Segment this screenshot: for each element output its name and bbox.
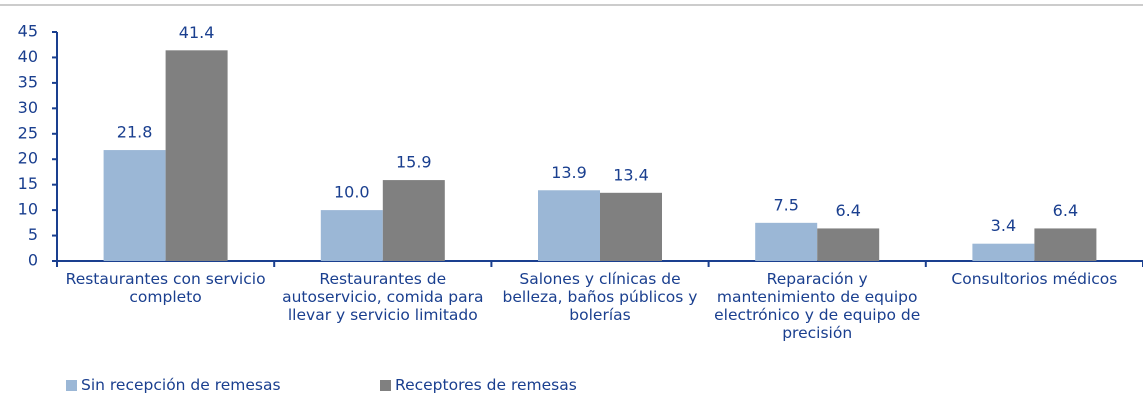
- y-tick-label: 30: [18, 98, 38, 117]
- legend-item: Receptores de remesas: [380, 376, 577, 394]
- legend-swatch: [380, 379, 391, 391]
- bar: [103, 150, 166, 261]
- y-tick-label: 35: [18, 72, 38, 91]
- bar: [817, 228, 880, 261]
- bar: [600, 192, 662, 261]
- legend-swatch: [66, 379, 77, 391]
- bar: [1034, 228, 1097, 261]
- x-tick-label: Reparación y mantenimiento de equipo ele…: [714, 270, 921, 342]
- value-label: 13.4: [613, 165, 649, 184]
- value-label: 13.9: [551, 163, 587, 182]
- legend-label: Sin recepción de remesas: [81, 376, 281, 394]
- value-label: 6.4: [835, 201, 860, 220]
- bar: [320, 210, 383, 261]
- value-label: 21.8: [117, 123, 153, 142]
- legend-item: Sin recepción de remesas: [66, 376, 281, 394]
- x-tick-label: Consultorios médicos: [951, 270, 1118, 288]
- y-tick-label: 10: [18, 200, 38, 219]
- bar: [538, 190, 600, 261]
- value-label: 7.5: [773, 195, 798, 214]
- y-tick-label: 40: [18, 47, 38, 66]
- legend-label: Receptores de remesas: [395, 376, 577, 394]
- x-tick-label: Restaurantes con servicio completo: [65, 270, 266, 306]
- bar: [755, 222, 818, 261]
- y-tick-label: 20: [18, 149, 38, 168]
- bar: [972, 243, 1035, 261]
- y-tick-label: 0: [28, 251, 38, 270]
- x-tick-label: Salones y clínicas de belleza, baños púb…: [502, 270, 698, 324]
- value-label: 41.4: [179, 23, 215, 42]
- bar: [165, 50, 228, 261]
- y-tick-label: 25: [18, 123, 38, 142]
- x-tick-label: Restaurantes de autoservicio, comida par…: [282, 270, 484, 324]
- value-label: 3.4: [991, 216, 1016, 235]
- bar: [382, 180, 445, 261]
- y-tick-label: 5: [28, 225, 38, 244]
- y-tick-label: 15: [18, 174, 38, 193]
- value-label: 10.0: [334, 183, 370, 202]
- y-tick-label: 45: [18, 22, 38, 41]
- value-label: 6.4: [1053, 201, 1078, 220]
- value-label: 15.9: [396, 153, 432, 172]
